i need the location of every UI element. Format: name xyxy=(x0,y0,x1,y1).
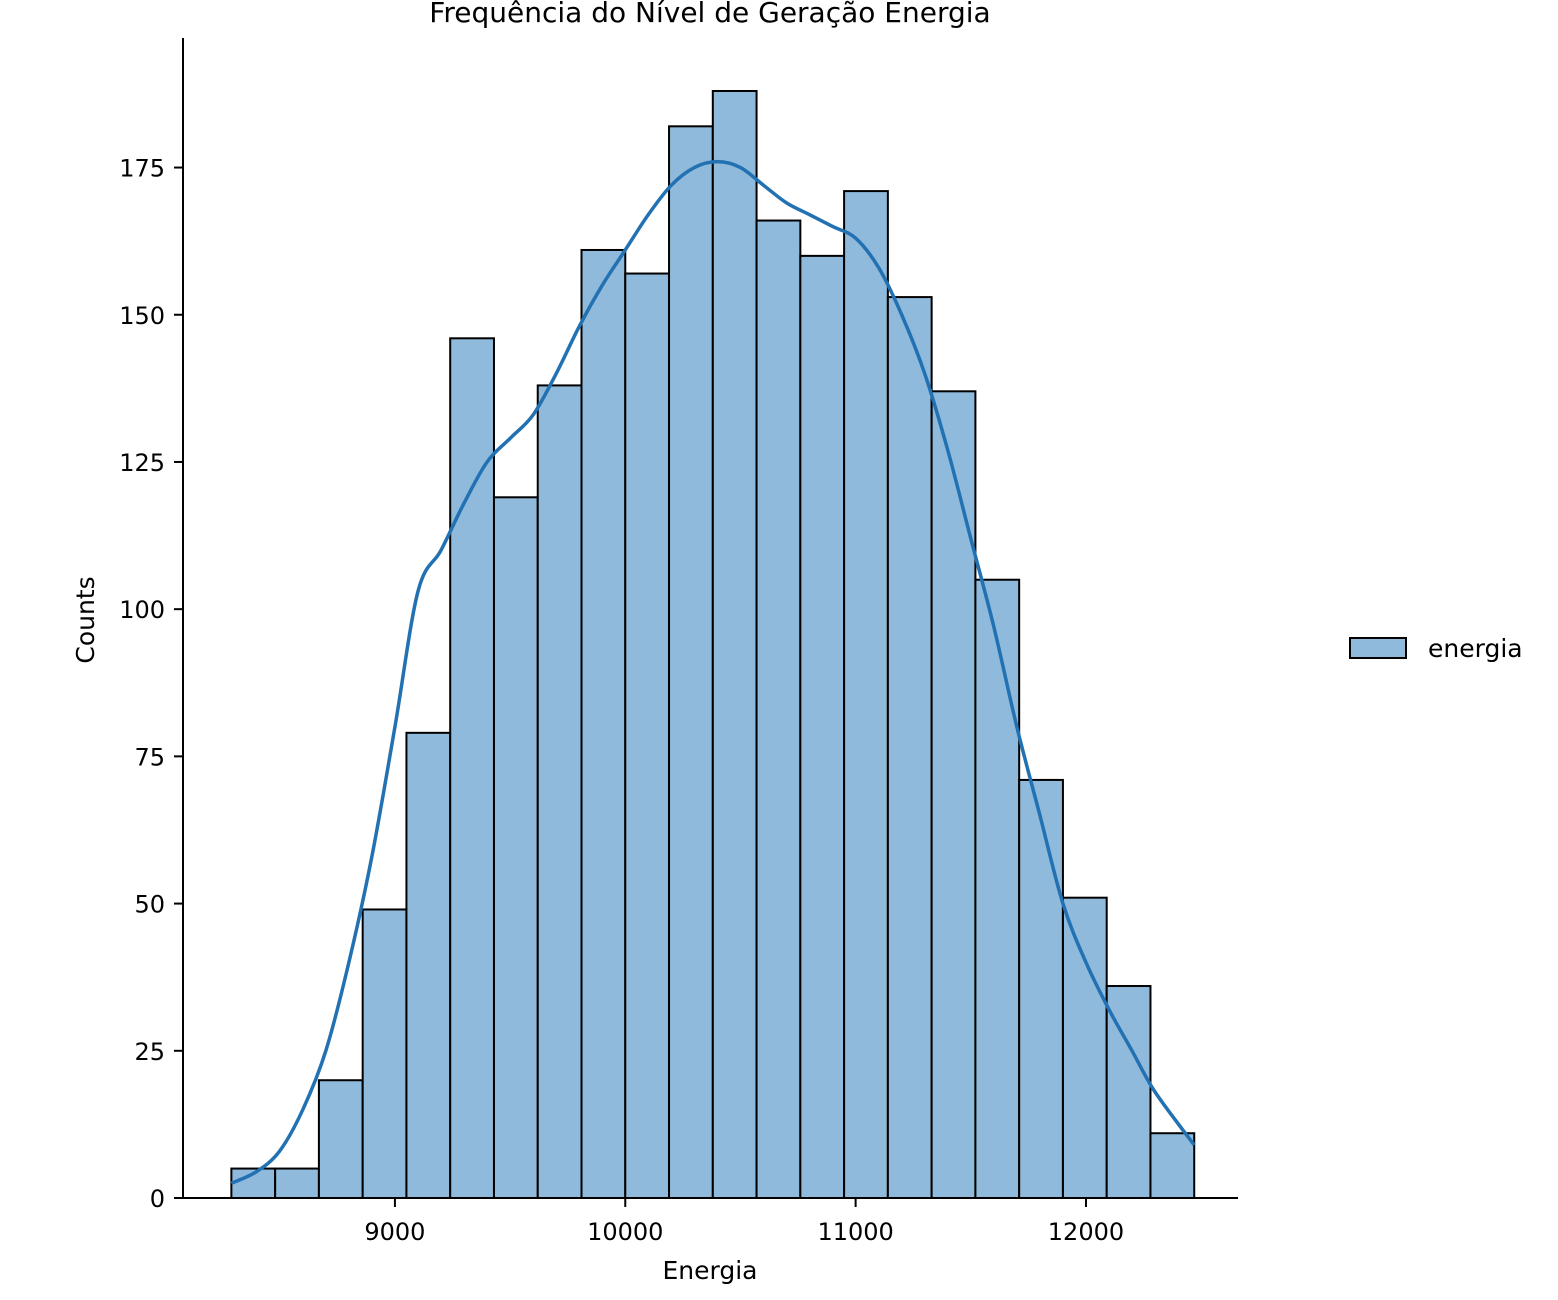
bar xyxy=(536,384,583,1199)
bars-group xyxy=(230,89,1196,1200)
y-tick-label: 75 xyxy=(134,743,165,771)
bar xyxy=(930,390,977,1199)
x-ticks-group: 9000 10000 11000 12000 xyxy=(364,1198,1124,1246)
y-ticks-group: 0 25 50 75 100 125 150 175 xyxy=(119,155,183,1213)
legend-swatch xyxy=(1349,637,1407,659)
chart-title: Frequência do Nível de Geração Energia xyxy=(429,0,990,29)
y-tick-label: 50 xyxy=(134,891,165,919)
bar xyxy=(405,731,452,1199)
bar xyxy=(492,496,539,1199)
bar xyxy=(711,89,758,1200)
bar xyxy=(843,190,889,1200)
y-tick-label: 0 xyxy=(150,1185,165,1213)
bar xyxy=(974,578,1021,1199)
y-tick-label: 150 xyxy=(119,302,165,330)
y-tick-label: 125 xyxy=(119,449,165,477)
x-tick-label: 12000 xyxy=(1048,1218,1124,1246)
y-tick-label: 100 xyxy=(119,596,165,624)
bar xyxy=(274,1167,320,1199)
y-axis-label: Counts xyxy=(71,576,100,663)
bar xyxy=(1018,778,1064,1200)
bar xyxy=(668,125,714,1200)
kde-line xyxy=(230,159,1196,1185)
bar xyxy=(755,219,802,1199)
x-axis-label: Energia xyxy=(663,1256,758,1285)
legend-label-energia: energia xyxy=(1428,634,1523,663)
bar xyxy=(317,1079,364,1200)
bar xyxy=(1061,896,1108,1199)
x-tick-label: 9000 xyxy=(364,1218,425,1246)
bar xyxy=(449,337,495,1199)
bar xyxy=(361,908,408,1200)
y-tick-label: 175 xyxy=(119,155,165,183)
y-tick-label: 25 xyxy=(134,1038,165,1066)
bar xyxy=(799,254,846,1199)
bar xyxy=(580,248,627,1200)
bar xyxy=(1149,1132,1196,1199)
legend: energia xyxy=(1349,634,1523,663)
bar xyxy=(886,296,933,1199)
x-tick-label: 10000 xyxy=(587,1218,663,1246)
x-tick-label: 11000 xyxy=(817,1218,893,1246)
bar xyxy=(624,272,671,1199)
